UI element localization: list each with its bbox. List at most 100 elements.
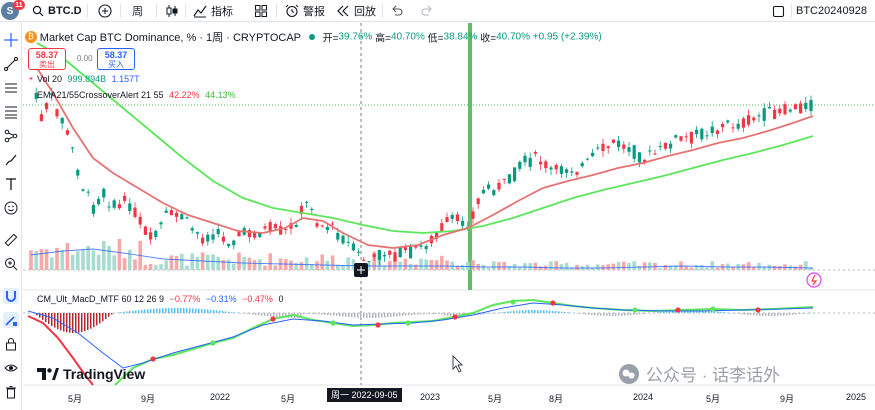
magnet-tool[interactable] bbox=[3, 288, 19, 304]
macd-line-negative bbox=[27, 315, 94, 386]
volume-bar bbox=[55, 247, 59, 270]
undo-button[interactable] bbox=[390, 0, 404, 22]
text-tool[interactable] bbox=[3, 176, 19, 192]
macd-histogram-bar bbox=[567, 312, 569, 313]
macd-histogram-bar bbox=[69, 313, 71, 333]
macd-histogram-bar bbox=[441, 313, 443, 315]
delete-drawings-tool[interactable] bbox=[3, 384, 19, 400]
candle-body bbox=[377, 249, 381, 260]
candle-body bbox=[632, 145, 636, 159]
macd-histogram-bar bbox=[639, 313, 641, 315]
layout-name: BTC20240928 bbox=[796, 5, 867, 17]
volume-bar bbox=[570, 267, 574, 270]
pattern-tool[interactable] bbox=[3, 128, 19, 144]
candle-body bbox=[684, 136, 688, 138]
time-axis-label: 9月 bbox=[140, 394, 156, 404]
chart-canvas[interactable] bbox=[23, 23, 875, 410]
macd-histogram-bar bbox=[711, 310, 713, 313]
macd-histogram-bar bbox=[423, 313, 425, 315]
candle-body bbox=[793, 104, 797, 110]
candle-body bbox=[55, 109, 59, 117]
macd-histogram-bar bbox=[708, 310, 710, 313]
volume-bar bbox=[762, 266, 766, 270]
macd-extra-value: 0 bbox=[278, 294, 284, 304]
macd-histogram-bar bbox=[141, 309, 143, 313]
zoom-tool[interactable] bbox=[3, 256, 19, 272]
redo-button[interactable] bbox=[420, 0, 434, 22]
fullscreen-button[interactable] bbox=[772, 0, 785, 22]
macd-histogram-bar bbox=[750, 313, 752, 316]
candle-body bbox=[507, 174, 511, 184]
flash-icon[interactable] bbox=[806, 272, 822, 288]
macd-histogram-bar bbox=[165, 308, 167, 313]
macd-histogram-bar bbox=[672, 310, 674, 313]
brush-tool[interactable] bbox=[3, 152, 19, 168]
sell-button[interactable]: 58.37 卖出 bbox=[28, 48, 66, 70]
horizontal-lines-tool[interactable] bbox=[3, 80, 19, 96]
candle-body bbox=[497, 182, 501, 190]
compare-symbol-button[interactable] bbox=[98, 0, 112, 22]
candle-body bbox=[435, 232, 439, 239]
spread-value: 0.00 bbox=[77, 54, 93, 63]
candle-body bbox=[221, 236, 225, 242]
macd-histogram-bar bbox=[198, 308, 200, 313]
measure-tool[interactable] bbox=[3, 232, 19, 248]
stay-in-drawing-tool[interactable] bbox=[3, 312, 19, 328]
symbol-search-button[interactable]: BTC.D bbox=[32, 0, 82, 22]
candle-body bbox=[180, 214, 184, 220]
candle-body bbox=[637, 152, 641, 163]
user-avatar[interactable]: S 11 bbox=[1, 0, 25, 20]
macd-legend[interactable]: CM_Ult_MacD_MTF 60 12 26 9 −0.77% −0.31%… bbox=[37, 294, 283, 304]
macd-histogram-bar bbox=[345, 313, 347, 317]
macd-histogram-bar bbox=[354, 313, 356, 318]
macd-histogram-bar bbox=[537, 310, 539, 313]
candle-body bbox=[325, 226, 329, 231]
chart-pane[interactable]: ₿ Market Cap BTC Dominance, % · 1周 · CRY… bbox=[23, 23, 875, 410]
macd-histogram-bar bbox=[270, 313, 272, 317]
hide-drawings-tool[interactable] bbox=[3, 360, 19, 376]
indicators-button[interactable]: 指标 bbox=[193, 0, 233, 22]
volume-bar bbox=[705, 267, 709, 270]
buy-button[interactable]: 58.37 买入 bbox=[97, 48, 135, 70]
candle-body bbox=[315, 223, 319, 227]
volume-legend[interactable]: Vol 20 999.894B 1.157T bbox=[37, 74, 140, 84]
volume-bar bbox=[284, 259, 288, 270]
time-axis-label: 5月 bbox=[487, 394, 503, 404]
templates-button[interactable] bbox=[254, 0, 268, 22]
macd-histogram-bar bbox=[237, 312, 239, 314]
candle-body bbox=[39, 114, 43, 122]
ema-legend[interactable]: EMA21/55CrossoverAlert 21 55 42.22% 44.1… bbox=[37, 90, 236, 100]
volume-bar bbox=[128, 249, 132, 270]
candle-body bbox=[731, 127, 735, 129]
macd-histogram-bar bbox=[741, 313, 743, 315]
macd-histogram-bar bbox=[801, 313, 803, 314]
candle-body bbox=[97, 198, 101, 205]
emoji-tool[interactable] bbox=[3, 200, 19, 216]
volume-bar bbox=[216, 256, 220, 270]
lock-drawings-tool[interactable] bbox=[3, 336, 19, 352]
interval-button[interactable]: 周 bbox=[132, 0, 143, 22]
macd-histogram-bar bbox=[456, 313, 458, 316]
candle-body bbox=[367, 261, 371, 263]
crosshair-tool[interactable] bbox=[3, 32, 19, 48]
fib-tool[interactable] bbox=[3, 104, 19, 120]
chart-type-button[interactable] bbox=[165, 0, 179, 22]
macd-histogram-bar bbox=[786, 313, 788, 316]
candle-body bbox=[679, 136, 683, 141]
candle-body bbox=[190, 228, 194, 231]
volume-bar bbox=[731, 267, 735, 270]
volume-bar bbox=[523, 263, 527, 270]
time-axis-label: 2023 bbox=[419, 392, 441, 402]
volume-bar bbox=[268, 253, 272, 270]
layout-name-button[interactable]: BTC20240928 bbox=[796, 0, 867, 22]
alert-button[interactable]: 警报 bbox=[285, 0, 325, 22]
symbol-legend[interactable]: ₿ Market Cap BTC Dominance, % · 1周 · CRY… bbox=[25, 29, 602, 45]
macd-histogram-bar bbox=[531, 310, 533, 313]
candle-body bbox=[159, 222, 163, 225]
open-label: 开= bbox=[322, 33, 339, 45]
candle-body bbox=[695, 129, 699, 135]
trend-line-tool[interactable] bbox=[3, 56, 19, 72]
macd-histogram-bar bbox=[663, 311, 665, 313]
crosshair-plus-button[interactable] bbox=[354, 263, 368, 277]
replay-button[interactable]: 回放 bbox=[336, 0, 376, 22]
